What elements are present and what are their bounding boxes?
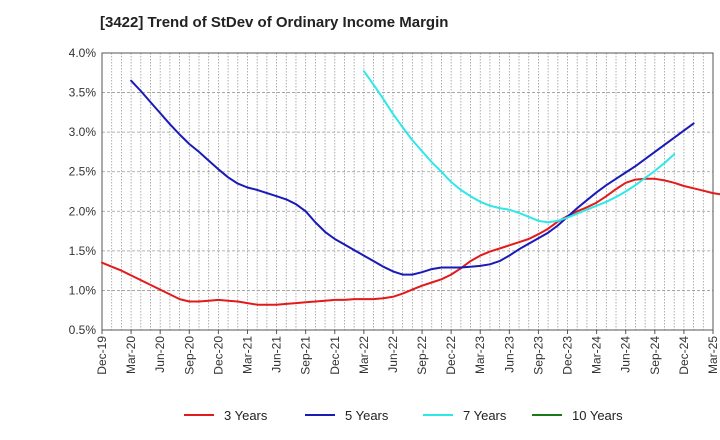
legend-label-10-years: 10 Years: [572, 408, 623, 423]
y-tick-label: 3.0%: [69, 125, 97, 139]
x-tick-label: Sep-24: [648, 336, 662, 375]
x-tick-label: Jun-24: [619, 336, 633, 373]
x-tick-label: Dec-22: [444, 336, 458, 375]
x-tick-label: Dec-23: [561, 336, 575, 375]
legend: 3 Years 5 Years 7 Years 10 Years: [184, 408, 623, 423]
series-line-5-years: [130, 79, 695, 276]
x-tick-label: Dec-19: [95, 336, 109, 375]
y-tick-label: 4.0%: [69, 46, 97, 60]
x-tick-label: Jun-20: [153, 336, 167, 373]
y-tick-label: 2.5%: [69, 165, 97, 179]
y-tick-label: 1.5%: [69, 244, 97, 258]
plot-area-border: [101, 52, 714, 331]
x-tick-label: Sep-21: [299, 336, 313, 375]
y-tick-label: 3.5%: [69, 86, 97, 100]
series-lines: [101, 70, 720, 306]
y-tick-label: 2.0%: [69, 204, 97, 218]
legend-label-3-years: 3 Years: [224, 408, 268, 423]
series-line-7-years: [362, 70, 676, 224]
chart-title: [3422] Trend of StDev of Ordinary Income…: [100, 14, 448, 31]
axes: 0.5% 1.0% 1.5% 2.0% 2.5% 3.0% 3.5% 4.0% Dec-19 Ma…: [69, 46, 720, 375]
x-tick-label: Sep-23: [531, 336, 545, 375]
x-tick-label: Dec-21: [328, 336, 342, 375]
series-line-3-years: [101, 177, 720, 306]
x-tick-label: Mar-22: [357, 336, 371, 374]
x-tick-label: Mar-20: [124, 336, 138, 374]
x-tick-label: Sep-20: [182, 336, 196, 375]
y-tick-label: 1.0%: [69, 283, 97, 297]
x-tick-label: Mar-24: [590, 336, 604, 374]
x-tick-label: Sep-22: [415, 336, 429, 375]
x-tick-label: Dec-24: [677, 336, 691, 375]
grid-lines: [101, 52, 714, 331]
y-tick-label: 0.5%: [69, 323, 97, 337]
legend-label-7-years: 7 Years: [463, 408, 507, 423]
x-tick-label: Dec-20: [211, 336, 225, 375]
x-tick-label: Jun-23: [502, 336, 516, 373]
x-tick-label: Jun-21: [270, 336, 284, 373]
x-tick-label: Mar-23: [473, 336, 487, 374]
x-tick-label: Mar-25: [706, 336, 720, 374]
x-tick-label: Mar-21: [240, 336, 254, 374]
x-tick-label: Jun-22: [386, 336, 400, 373]
legend-label-5-years: 5 Years: [345, 408, 389, 423]
